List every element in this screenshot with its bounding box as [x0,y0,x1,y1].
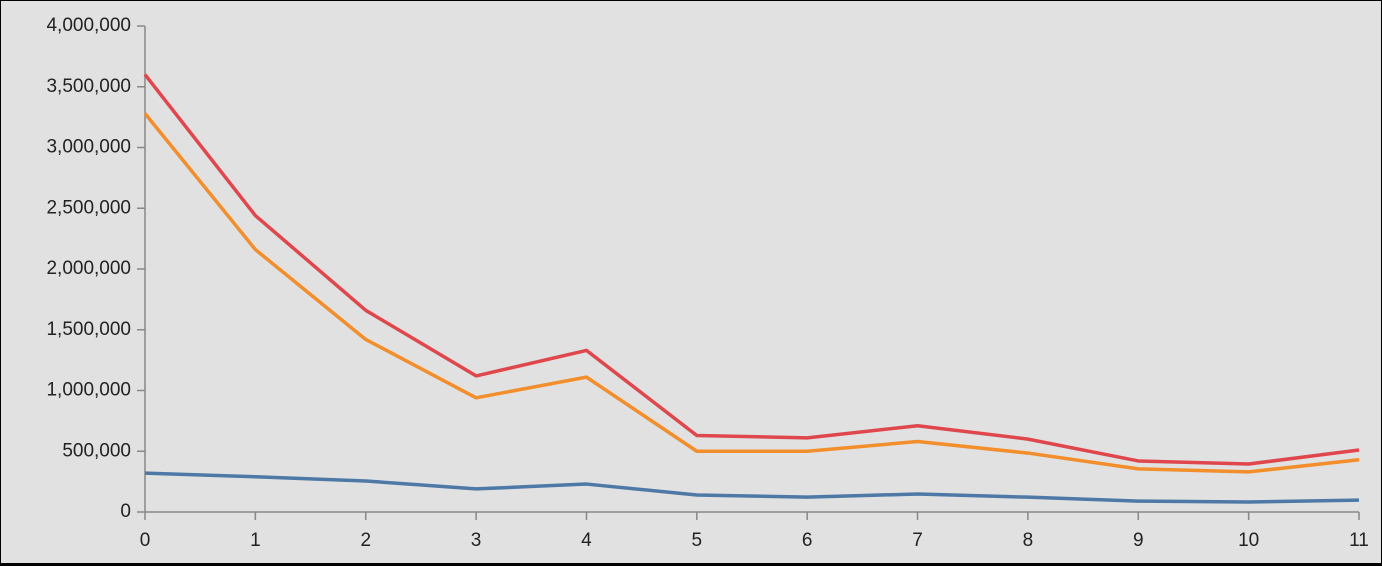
series-line [143,73,1360,466]
y-tick-label: 2,000,000 [46,258,131,279]
x-tick-label: 9 [1133,530,1144,551]
y-tick-label: 3,000,000 [46,137,131,158]
x-tick-label: 10 [1238,530,1259,551]
y-tick-label: 1,000,000 [46,380,131,401]
x-tick-label: 7 [912,530,923,551]
x-tick-label: 4 [581,530,592,551]
y-tick-label: 500,000 [62,440,131,461]
series-line [143,112,1360,474]
series-line [144,471,1360,504]
y-tick-label: 0 [120,501,131,522]
y-tick-label: 3,500,000 [46,76,131,97]
x-tick-label: 2 [360,530,371,551]
x-tick-label: 1 [250,530,261,551]
x-tick-label: 6 [802,530,813,551]
y-tick-label: 2,500,000 [46,197,131,218]
x-tick-label: 5 [692,530,703,551]
y-tick-label: 1,500,000 [46,319,131,340]
x-tick-label: 8 [1023,530,1034,551]
y-tick-label: 4,000,000 [46,15,131,36]
x-tick-label: 11 [1349,530,1369,551]
x-tick-label: 0 [140,530,151,551]
x-tick-label: 3 [471,530,482,551]
